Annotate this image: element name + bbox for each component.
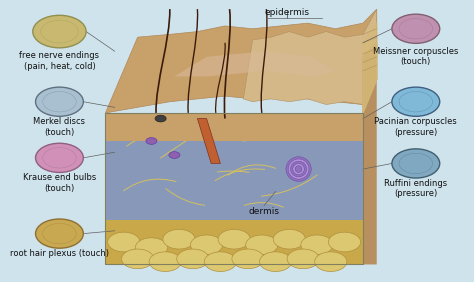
Polygon shape: [105, 9, 377, 113]
Circle shape: [218, 229, 250, 249]
Ellipse shape: [288, 159, 309, 179]
Circle shape: [315, 252, 347, 272]
Circle shape: [36, 143, 83, 172]
Circle shape: [146, 138, 157, 144]
Circle shape: [177, 249, 209, 269]
Text: epidermis: epidermis: [264, 8, 310, 17]
Circle shape: [36, 219, 83, 248]
Polygon shape: [363, 43, 377, 113]
Ellipse shape: [291, 161, 307, 177]
Circle shape: [273, 229, 305, 249]
Circle shape: [33, 15, 86, 48]
Ellipse shape: [293, 164, 304, 175]
Polygon shape: [363, 23, 377, 113]
Circle shape: [191, 235, 223, 255]
Circle shape: [149, 252, 181, 272]
Text: root hair plexus (touch): root hair plexus (touch): [10, 249, 109, 258]
Circle shape: [155, 115, 166, 122]
Polygon shape: [105, 113, 363, 220]
Text: dermis: dermis: [248, 207, 280, 216]
Ellipse shape: [295, 166, 302, 172]
Circle shape: [392, 14, 440, 43]
Polygon shape: [105, 113, 363, 141]
Text: Meissner corpuscles
(touch): Meissner corpuscles (touch): [373, 47, 458, 66]
Circle shape: [232, 249, 264, 269]
Text: Ruffini endings
(pressure): Ruffini endings (pressure): [384, 179, 447, 198]
Circle shape: [204, 252, 237, 272]
Text: free nerve endings
(pain, heat, cold): free nerve endings (pain, heat, cold): [19, 51, 100, 70]
Circle shape: [287, 249, 319, 269]
Circle shape: [108, 232, 140, 252]
Circle shape: [328, 232, 361, 252]
Circle shape: [163, 229, 195, 249]
Circle shape: [392, 87, 440, 116]
Text: Pacinian corpuscles
(pressure): Pacinian corpuscles (pressure): [374, 117, 457, 136]
Polygon shape: [197, 118, 220, 164]
Text: Krause end bulbs
(touch): Krause end bulbs (touch): [23, 173, 96, 193]
Polygon shape: [174, 51, 335, 76]
Circle shape: [246, 235, 278, 255]
Polygon shape: [243, 9, 377, 105]
Circle shape: [301, 235, 333, 255]
Polygon shape: [105, 113, 363, 265]
Text: Merkel discs
(touch): Merkel discs (touch): [34, 117, 85, 136]
Ellipse shape: [286, 157, 311, 181]
Circle shape: [36, 87, 83, 116]
Circle shape: [392, 149, 440, 178]
Circle shape: [135, 238, 167, 257]
Circle shape: [121, 249, 154, 269]
Circle shape: [169, 152, 180, 158]
Circle shape: [259, 252, 292, 272]
Polygon shape: [363, 79, 377, 265]
